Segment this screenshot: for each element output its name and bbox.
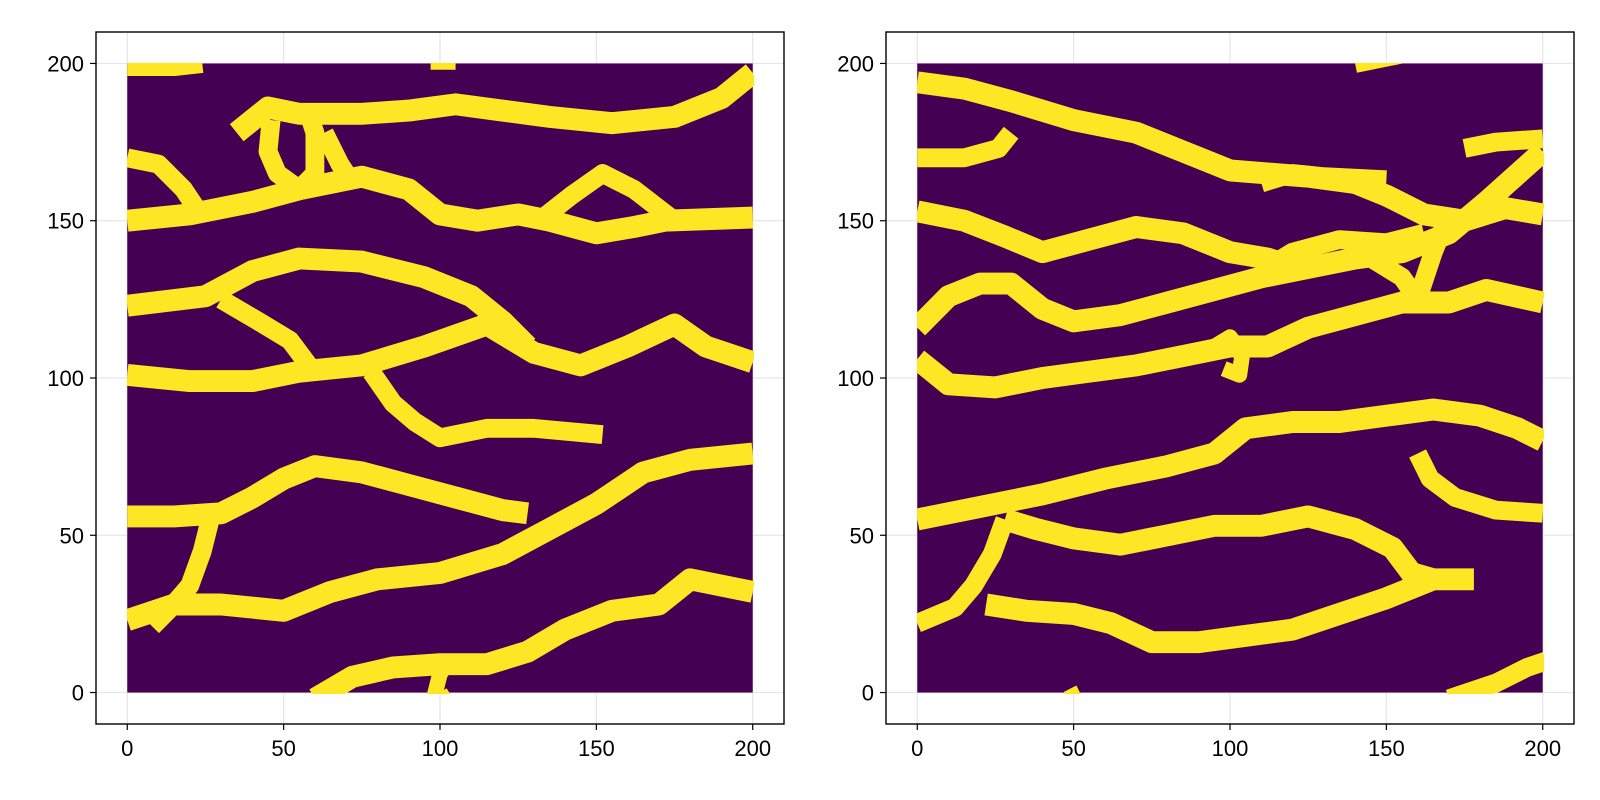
channel-13 bbox=[315, 128, 361, 189]
channel-15 bbox=[309, 568, 754, 694]
channel-2 bbox=[917, 126, 1019, 168]
y-tick-label: 50 bbox=[850, 523, 874, 548]
y-tick-label: 200 bbox=[837, 51, 874, 76]
channel-5 bbox=[363, 366, 604, 448]
channel-9 bbox=[537, 164, 681, 229]
channel-11 bbox=[229, 64, 754, 142]
y-tick-label: 0 bbox=[72, 681, 84, 706]
y-tick-label: 200 bbox=[47, 51, 84, 76]
channel-4 bbox=[127, 313, 754, 393]
heatmap-panel-right: 0 50 100 150 200 0 50 100 150 200 bbox=[837, 31, 1575, 761]
channel-3 bbox=[917, 200, 1290, 276]
channel-layer bbox=[127, 63, 754, 694]
x-tick-label: 150 bbox=[578, 736, 615, 761]
channel-5 bbox=[1256, 224, 1427, 280]
x-tick-label: 50 bbox=[1061, 736, 1085, 761]
channel-17 bbox=[1063, 685, 1081, 694]
y-tick-label: 50 bbox=[60, 523, 84, 548]
channel-9 bbox=[917, 398, 1544, 531]
channel-14 bbox=[127, 63, 204, 76]
y-tick-label: 100 bbox=[47, 366, 84, 391]
channel-17 bbox=[437, 688, 451, 694]
channel-16 bbox=[1462, 129, 1544, 158]
x-tick-label: 0 bbox=[121, 736, 133, 761]
x-tick-label: 0 bbox=[911, 736, 923, 761]
x-tick-label: 100 bbox=[422, 736, 459, 761]
channel-7 bbox=[216, 291, 317, 372]
channel-13 bbox=[984, 569, 1438, 654]
channel-3 bbox=[145, 511, 221, 634]
x-tick-label: 200 bbox=[734, 736, 771, 761]
channel-1 bbox=[127, 442, 754, 631]
y-tick-label: 0 bbox=[862, 681, 874, 706]
channel-10 bbox=[127, 148, 204, 214]
axis-ticks: 0 50 100 150 200 0 50 100 150 200 bbox=[47, 51, 771, 761]
channel-12 bbox=[258, 110, 325, 199]
y-tick-label: 100 bbox=[837, 366, 874, 391]
channel-10 bbox=[1409, 449, 1544, 523]
x-tick-label: 50 bbox=[271, 736, 295, 761]
y-tick-label: 150 bbox=[837, 209, 874, 234]
channel-11 bbox=[1001, 505, 1474, 591]
x-tick-label: 100 bbox=[1212, 736, 1249, 761]
axis-ticks: 0 50 100 150 200 0 50 100 150 200 bbox=[837, 51, 1561, 761]
channel-12 bbox=[917, 516, 1014, 632]
channel-16 bbox=[426, 656, 456, 694]
x-tick-label: 200 bbox=[1524, 736, 1561, 761]
channel-4 bbox=[917, 143, 1544, 336]
channel-6 bbox=[127, 247, 536, 355]
channel-18 bbox=[1445, 652, 1544, 694]
x-tick-label: 150 bbox=[1368, 736, 1405, 761]
channel-layer bbox=[917, 63, 1544, 694]
channel-14 bbox=[1258, 164, 1387, 192]
heatmap-panel-left: 0 50 100 150 200 0 50 100 150 200 bbox=[47, 31, 785, 761]
channel-8 bbox=[127, 165, 754, 245]
channel-8 bbox=[1210, 329, 1251, 383]
y-tick-label: 150 bbox=[47, 209, 84, 234]
